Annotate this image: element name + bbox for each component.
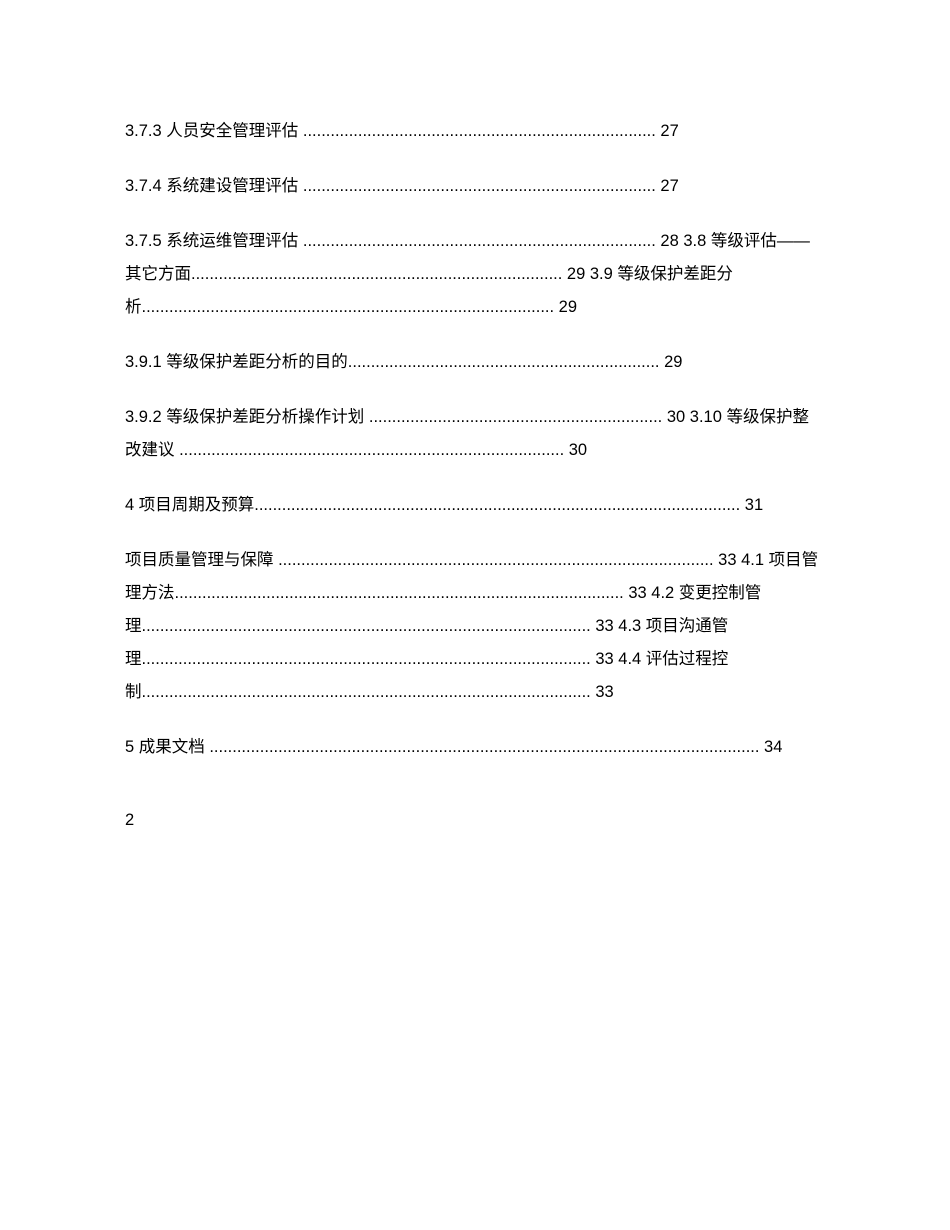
- toc-entry-block: 3.9.2 等级保护差距分析操作计划 .....................…: [125, 401, 825, 467]
- toc-entry-block: 3.7.5 系统运维管理评估 .........................…: [125, 225, 825, 324]
- toc-entry-block: 3.7.4 系统建设管理评估 .........................…: [125, 170, 825, 203]
- page-number: 2: [125, 804, 825, 837]
- toc-entry-block: 项目质量管理与保障 ..............................…: [125, 544, 825, 709]
- toc-entry-block: 4 项目周期及预算...............................…: [125, 489, 825, 522]
- toc-entry-block: 3.9.1 等级保护差距分析的目的.......................…: [125, 346, 825, 379]
- toc-entry-block: 5 成果文档 .................................…: [125, 731, 825, 764]
- toc-entry-block: 3.7.3 人员安全管理评估 .........................…: [125, 115, 825, 148]
